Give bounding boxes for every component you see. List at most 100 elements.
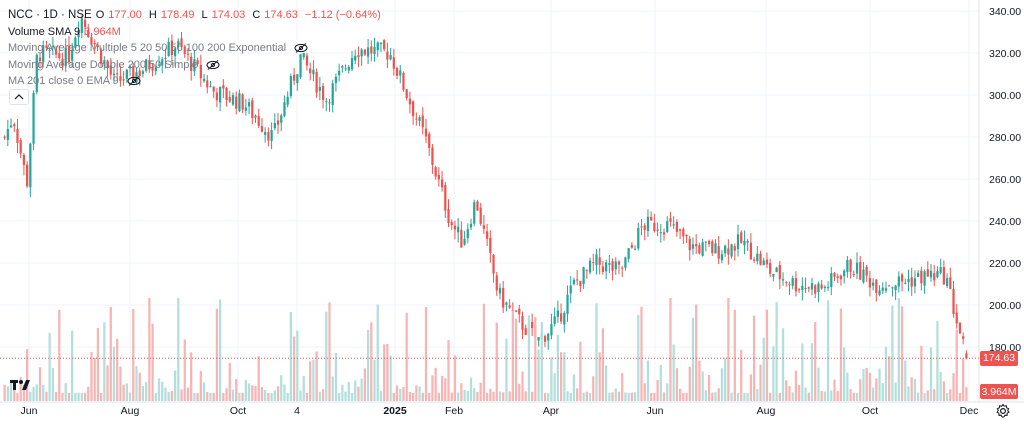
candle-body (247, 102, 251, 107)
candle-body (170, 40, 174, 56)
volume-bar (460, 383, 463, 401)
gear-icon[interactable] (995, 403, 1011, 419)
eye-hidden-icon[interactable] (294, 43, 308, 54)
candle-body (215, 92, 219, 101)
candlestick-series (3, 15, 968, 360)
candle-body (962, 336, 965, 339)
volume-bar (852, 392, 855, 401)
high-value: 178.49 (160, 9, 195, 22)
candle-body (350, 58, 354, 70)
candle-body (71, 50, 74, 61)
volume-bar (923, 392, 926, 401)
volume-bar (247, 383, 251, 401)
volume-bar (473, 388, 476, 401)
time-tick-label: Aug (121, 405, 140, 417)
legend-symbol-row: NCC · 1D · NSE O 177.00 H 178.49 L 174.03 C… (8, 7, 385, 24)
volume-bar (6, 386, 9, 401)
candle-body (360, 49, 363, 57)
legend-ma-double[interactable]: Moving Average Double 200 50 Simple (8, 57, 385, 74)
candle-body (128, 66, 132, 69)
volume-bar (386, 343, 389, 401)
candle-body (428, 133, 431, 149)
candle-body (556, 310, 560, 317)
time-tick-label: Jun (21, 405, 38, 417)
eye-hidden-icon[interactable] (127, 76, 141, 87)
chevron-up-icon (14, 94, 24, 100)
volume-bar (180, 389, 183, 401)
price-scale[interactable]: 340.00 320.00 300.00 280.00 260.00 240.00 220.… (989, 6, 1021, 354)
candle-body (833, 273, 836, 277)
volume-bar (682, 392, 685, 401)
volume-bar (190, 352, 193, 401)
volume-bar (357, 386, 360, 401)
symbol-title[interactable]: NCC · 1D · NSE (8, 9, 92, 22)
candle-body (254, 115, 257, 118)
tradingview-logo-icon[interactable] (10, 378, 30, 392)
volume-bar (920, 345, 923, 401)
volume-bar (965, 387, 968, 401)
volume-bar (875, 378, 878, 401)
candle-body (637, 228, 640, 249)
candle-body (894, 285, 897, 291)
volume-bar (302, 375, 305, 401)
volume-bar (868, 372, 872, 401)
candle-body (576, 279, 579, 281)
volume-bar (61, 392, 64, 401)
eye-hidden-icon[interactable] (206, 59, 220, 70)
volume-bar (289, 311, 293, 401)
candle-body (212, 86, 215, 92)
volume-bar (212, 392, 215, 401)
volume-bar (804, 387, 807, 401)
candle-body (13, 124, 16, 127)
volume-bar (395, 385, 399, 401)
volume-bar (566, 391, 569, 401)
volume-bar (90, 351, 93, 401)
volume-bar (354, 380, 357, 401)
legend-collapse-button[interactable] (9, 89, 29, 105)
candle-body (334, 76, 338, 83)
candle-body (881, 287, 884, 291)
time-scale[interactable]: Jun Aug Oct 4 2025 Feb Apr Jun Aug Oct Dec (21, 405, 979, 417)
candle-body (202, 78, 206, 82)
candle-body (965, 353, 968, 359)
volume-bar (678, 388, 682, 401)
volume-bar (161, 381, 164, 401)
candle-body (633, 248, 637, 250)
candle-body (678, 229, 682, 231)
volume-bar (939, 372, 942, 401)
candle-body (145, 59, 148, 71)
legend-ema[interactable]: MA 201 close 0 EMA 9 (8, 73, 385, 90)
legend-ma-multiple[interactable]: Moving Average Multiple 5 20 50 50 100 2… (8, 40, 385, 57)
volume-bar (962, 358, 965, 401)
volume-bar (823, 391, 826, 401)
candle-body (357, 55, 360, 58)
candle-body (627, 248, 630, 259)
volume-bar (145, 382, 148, 401)
volume-bar (428, 392, 431, 401)
volume-bar (791, 392, 794, 401)
legend-volume-sma[interactable]: Volume SMA 9 3.964M (8, 24, 385, 41)
candle-body (447, 208, 450, 223)
volume-bar (437, 392, 440, 401)
candle-body (711, 241, 714, 254)
candle-body (276, 120, 280, 125)
candle-body (341, 66, 344, 68)
open-value: 177.00 (108, 9, 142, 22)
candle-body (508, 305, 511, 308)
volume-bar (238, 392, 241, 401)
candle-body (344, 68, 347, 70)
candle-body (325, 101, 328, 103)
volume-bar (518, 383, 521, 401)
candle-body (855, 262, 859, 274)
volume-bar (9, 381, 13, 401)
volume-bar (199, 370, 202, 401)
volume-bar (656, 380, 659, 401)
candle-body (437, 174, 440, 180)
volume-bar (106, 365, 109, 401)
candle-body (173, 48, 177, 57)
candle-body (331, 83, 334, 106)
volume-bar (630, 392, 633, 401)
volume-bar (862, 369, 865, 401)
candle-body (646, 216, 650, 232)
